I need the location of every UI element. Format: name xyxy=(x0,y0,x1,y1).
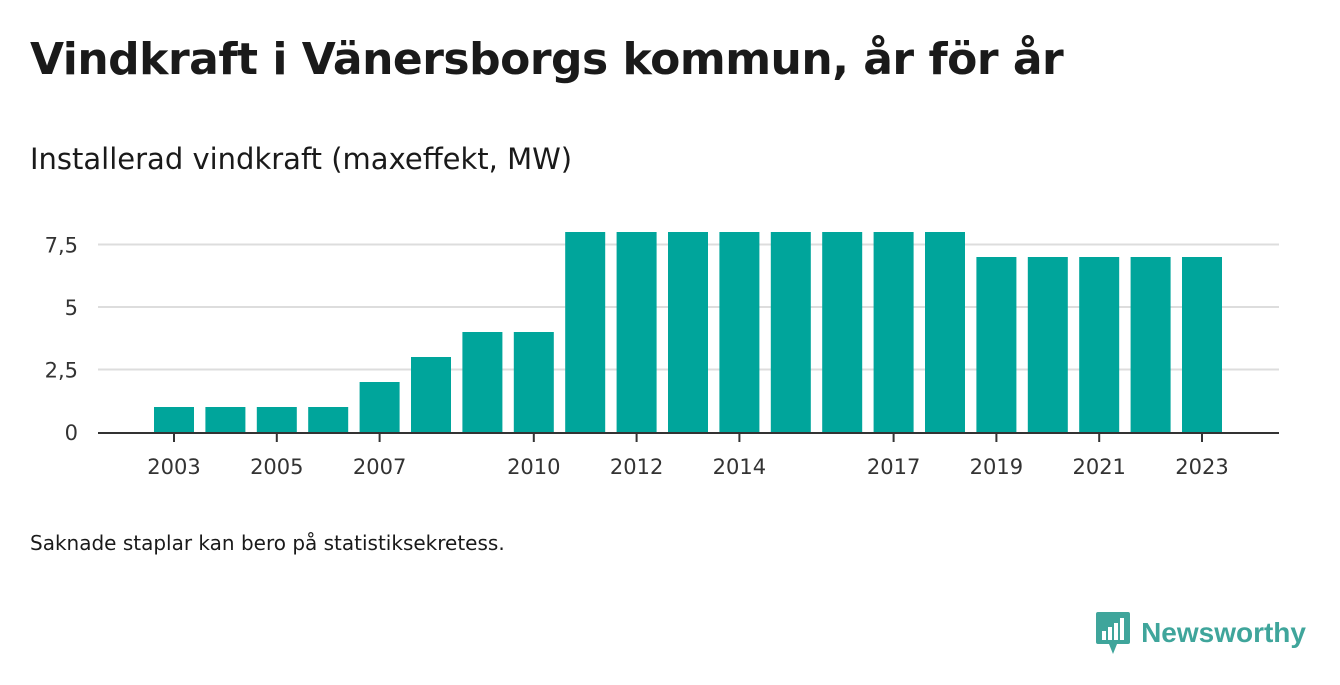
newsworthy-logo: Newsworthy xyxy=(1095,608,1306,658)
bar xyxy=(359,382,400,432)
x-tick-label: 2014 xyxy=(713,455,766,479)
bar xyxy=(616,232,657,432)
chart-subtitle: Installerad vindkraft (maxeffekt, MW) xyxy=(30,142,573,176)
bar xyxy=(719,232,760,432)
bar xyxy=(256,407,297,432)
bar xyxy=(976,257,1017,432)
x-tick-label: 2017 xyxy=(867,455,920,479)
bar xyxy=(873,232,914,432)
bar xyxy=(822,232,863,432)
bar xyxy=(154,407,194,432)
y-tick-label: 7,5 xyxy=(45,234,78,258)
chart-title: Vindkraft i Vänersborgs kommun, år för å… xyxy=(30,34,1064,85)
footnote: Saknade staplar kan bero på statistiksek… xyxy=(30,531,505,555)
bars xyxy=(154,232,1222,432)
axes: 0 2,5 5 7,5 2003 2005 2007 2010 2012 2014 2017 2019… xyxy=(45,234,1279,479)
y-tick-label: 5 xyxy=(65,296,78,320)
y-tick-label: 2,5 xyxy=(45,359,78,383)
bar xyxy=(1027,257,1068,432)
x-tick-label: 2012 xyxy=(610,455,663,479)
bar xyxy=(513,332,554,432)
x-tick-label: 2021 xyxy=(1072,455,1125,479)
bar-chart: 0 2,5 5 7,5 2003 2005 2007 2010 2012 2014 2017 2019… xyxy=(45,232,1279,479)
x-tick-label: 2003 xyxy=(147,455,200,479)
x-tick-label: 2007 xyxy=(353,455,406,479)
x-tick-label: 2019 xyxy=(970,455,1023,479)
bar xyxy=(565,232,606,432)
bar xyxy=(925,232,965,432)
y-tick-label: 0 xyxy=(65,421,78,445)
brand-name: Newsworthy xyxy=(1141,617,1306,648)
x-tick-label: 2010 xyxy=(507,455,560,479)
bar xyxy=(462,332,503,432)
bar xyxy=(1130,257,1171,432)
bar xyxy=(668,232,708,432)
x-tick-label: 2023 xyxy=(1175,455,1228,479)
newsworthy-logo-icon xyxy=(1096,612,1131,654)
bar xyxy=(411,357,451,432)
bar xyxy=(1079,257,1120,432)
x-tick-label: 2005 xyxy=(250,455,303,479)
bar xyxy=(770,232,811,432)
bar xyxy=(205,407,246,432)
bar xyxy=(1182,257,1222,432)
bar xyxy=(308,407,349,432)
